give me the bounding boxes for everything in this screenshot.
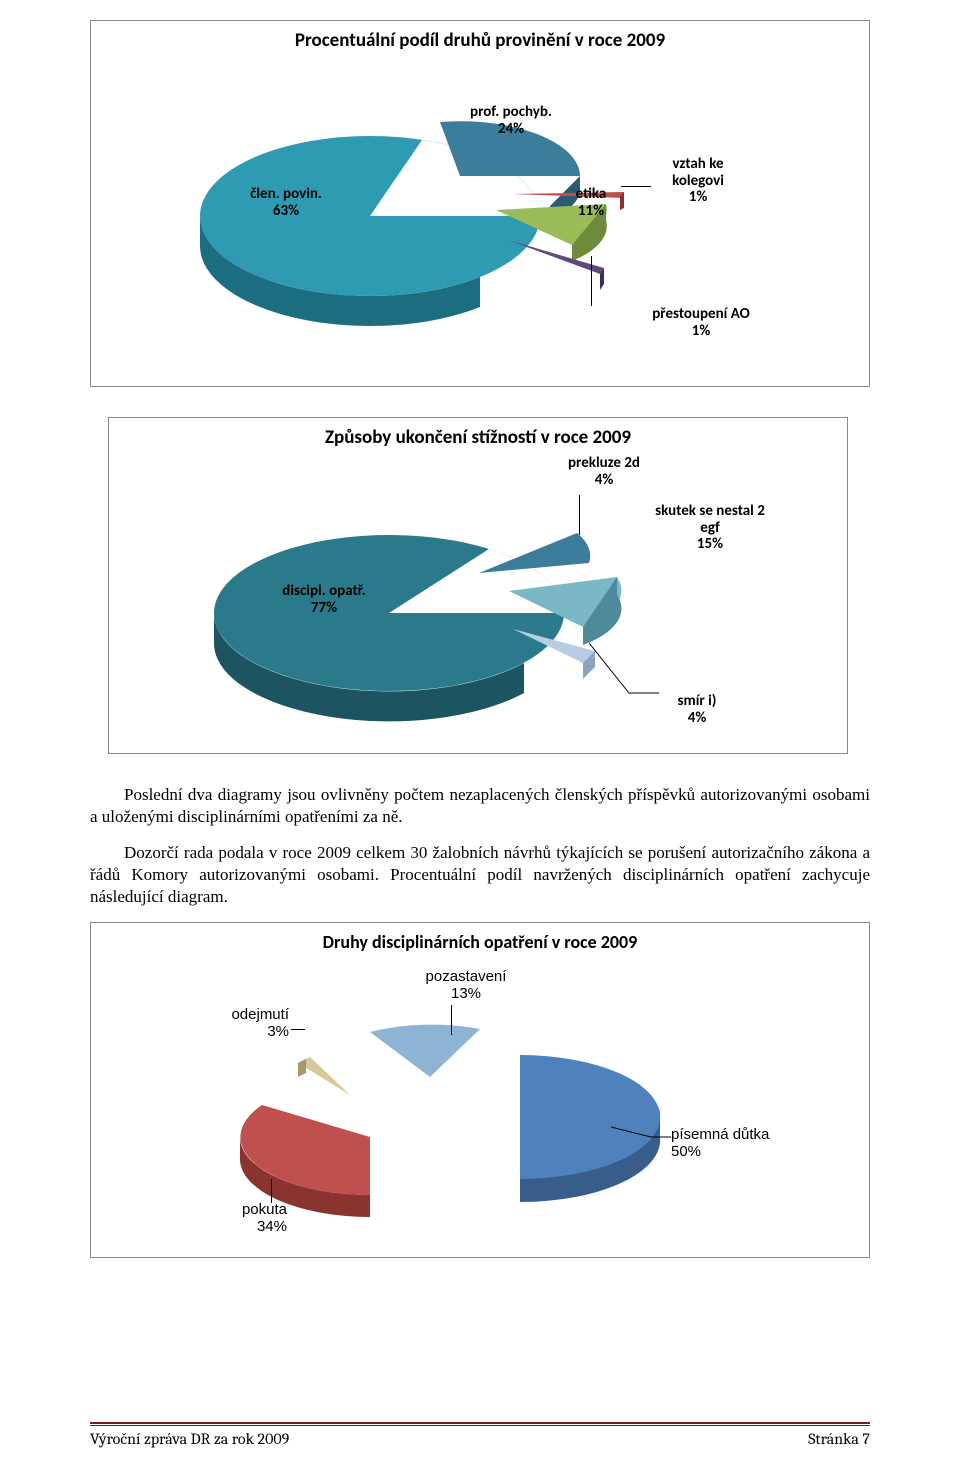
paragraph-1: Poslední dva diagramy jsou ovlivněny poč… <box>90 784 870 828</box>
leader-line <box>591 256 592 306</box>
chart-types-of-offences: Procentuální podíl druhů provinění v roc… <box>90 20 870 387</box>
chart1-title: Procentuální podíl druhů provinění v roc… <box>91 21 869 56</box>
chart-complaint-resolution: Způsoby ukončení stížností v roce 2009 <box>108 417 848 754</box>
chart2-label-smir: smír i) 4% <box>657 693 737 726</box>
chart-disciplinary-measures: Druhy disciplinárních opatření v roce 20… <box>90 922 870 1258</box>
chart2-body: prekluze 2d 4% skutek se nestal 2 egf 15… <box>109 453 847 753</box>
chart2-label-skutek: skutek se nestal 2 egf 15% <box>655 503 765 553</box>
chart1-label-etika: etika 11% <box>561 186 621 219</box>
chart3-label-pozastaveni: pozastavení 13% <box>411 969 521 1002</box>
chart1-label-prestoupeni: přestoupení AO 1% <box>631 306 771 339</box>
chart1-label-vztah: vztah ke kolegovi 1% <box>653 156 743 206</box>
page-footer: Výroční zpráva DR za rok 2009 Stránka 7 <box>90 1422 870 1448</box>
footer-rule <box>90 1422 870 1426</box>
paragraph-2: Dozorčí rada podala v roce 2009 celkem 3… <box>90 842 870 908</box>
footer-right: Stránka 7 <box>808 1430 870 1448</box>
chart3-body: pozastavení 13% odejmutí 3% písemná důtk… <box>91 957 869 1257</box>
leader-line <box>611 1107 681 1147</box>
leader-line <box>451 1005 452 1035</box>
chart1-label-prof-pochyb: prof. pochyb. 24% <box>451 104 571 137</box>
chart2-svg <box>109 453 849 753</box>
chart3-title: Druhy disciplinárních opatření v roce 20… <box>91 923 869 957</box>
chart2-label-prekluze: prekluze 2d 4% <box>549 455 659 488</box>
leader-line <box>589 643 669 703</box>
chart3-label-pisemna: písemná důtka 50% <box>671 1127 811 1160</box>
chart1-label-clen-povin: člen. povin. 63% <box>231 186 341 219</box>
footer-left: Výroční zpráva DR za rok 2009 <box>90 1430 289 1448</box>
chart3-label-odejmuti: odejmutí 3% <box>209 1007 289 1040</box>
chart3-label-pokuta: pokuta 34% <box>207 1202 287 1235</box>
chart1-body: člen. povin. 63% prof. pochyb. 24% etika… <box>91 56 869 386</box>
chart2-label-discipl: discipl. opatř. 77% <box>259 583 389 616</box>
leader-line <box>291 1029 305 1030</box>
leader-line <box>271 1179 272 1203</box>
chart2-title: Způsoby ukončení stížností v roce 2009 <box>109 418 847 453</box>
leader-line <box>621 186 651 187</box>
leader-line <box>579 495 580 535</box>
